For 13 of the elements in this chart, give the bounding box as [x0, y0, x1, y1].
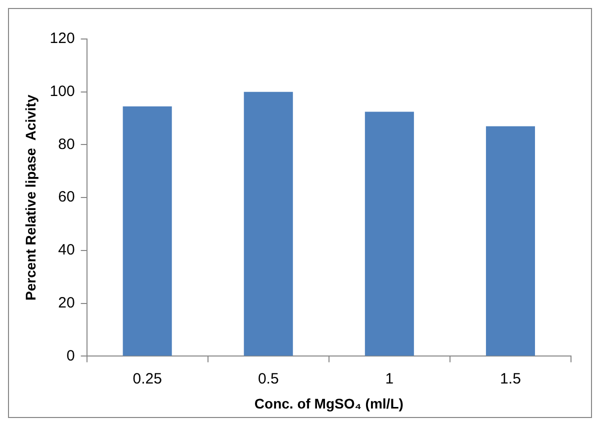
x-tick-label: 0.5 — [258, 370, 279, 388]
x-tick-label: 1 — [385, 370, 394, 388]
x-axis-title: Conc. of MgSO₄ (ml/L) — [254, 395, 404, 412]
x-tick-label: 1.5 — [500, 370, 521, 388]
y-tick-label: 40 — [58, 242, 75, 259]
x-tick-label: 0.25 — [132, 370, 162, 388]
y-tick-label: 120 — [50, 30, 75, 48]
y-tick-label: 0 — [66, 347, 75, 364]
y-tick-label: 20 — [58, 294, 75, 312]
y-tick-label: 60 — [58, 188, 75, 206]
y-tick-label: 80 — [58, 136, 75, 153]
y-axis-title: Percent Relative lipase Acivity — [22, 94, 38, 300]
y-tick-label: 100 — [50, 83, 75, 100]
